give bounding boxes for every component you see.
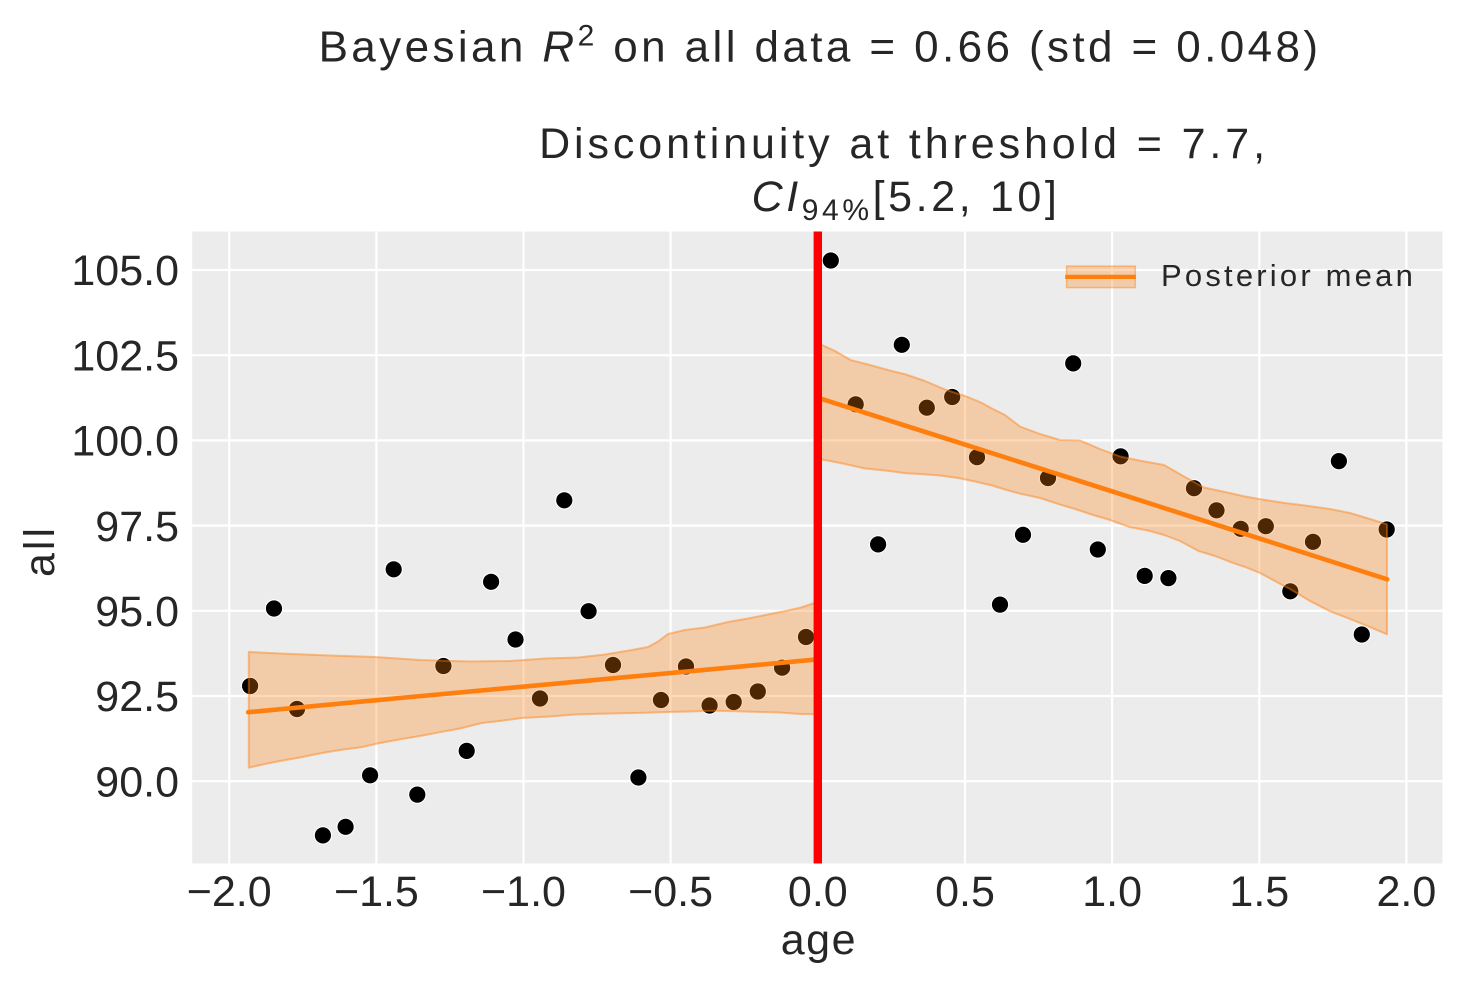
svg-text:CI94%[5.2, 10]: CI94%[5.2, 10]: [752, 173, 1061, 227]
svg-text:−1.0: −1.0: [481, 868, 566, 916]
svg-text:105.0: 105.0: [71, 247, 179, 295]
svg-text:92.5: 92.5: [95, 673, 179, 721]
svg-text:97.5: 97.5: [95, 503, 179, 551]
svg-text:1.5: 1.5: [1229, 868, 1289, 916]
svg-text:Discontinuity at threshold = 7: Discontinuity at threshold = 7.7,: [539, 120, 1269, 168]
svg-text:Bayesian R2 on all data = 0.66: Bayesian R2 on all data = 0.66 (std = 0.…: [319, 20, 1322, 72]
svg-text:Posterior mean: Posterior mean: [1161, 258, 1416, 293]
svg-text:95.0: 95.0: [95, 588, 179, 636]
svg-text:age: age: [781, 916, 857, 964]
svg-text:0.0: 0.0: [788, 868, 848, 916]
svg-text:all: all: [16, 525, 64, 577]
svg-text:102.5: 102.5: [71, 332, 179, 380]
svg-text:−2.0: −2.0: [187, 868, 272, 916]
svg-text:−0.5: −0.5: [628, 868, 713, 916]
svg-text:−1.5: −1.5: [334, 868, 419, 916]
svg-text:2.0: 2.0: [1377, 868, 1437, 916]
svg-text:0.5: 0.5: [935, 868, 995, 916]
svg-text:90.0: 90.0: [95, 758, 179, 806]
svg-text:1.0: 1.0: [1082, 868, 1142, 916]
svg-text:100.0: 100.0: [71, 418, 179, 466]
